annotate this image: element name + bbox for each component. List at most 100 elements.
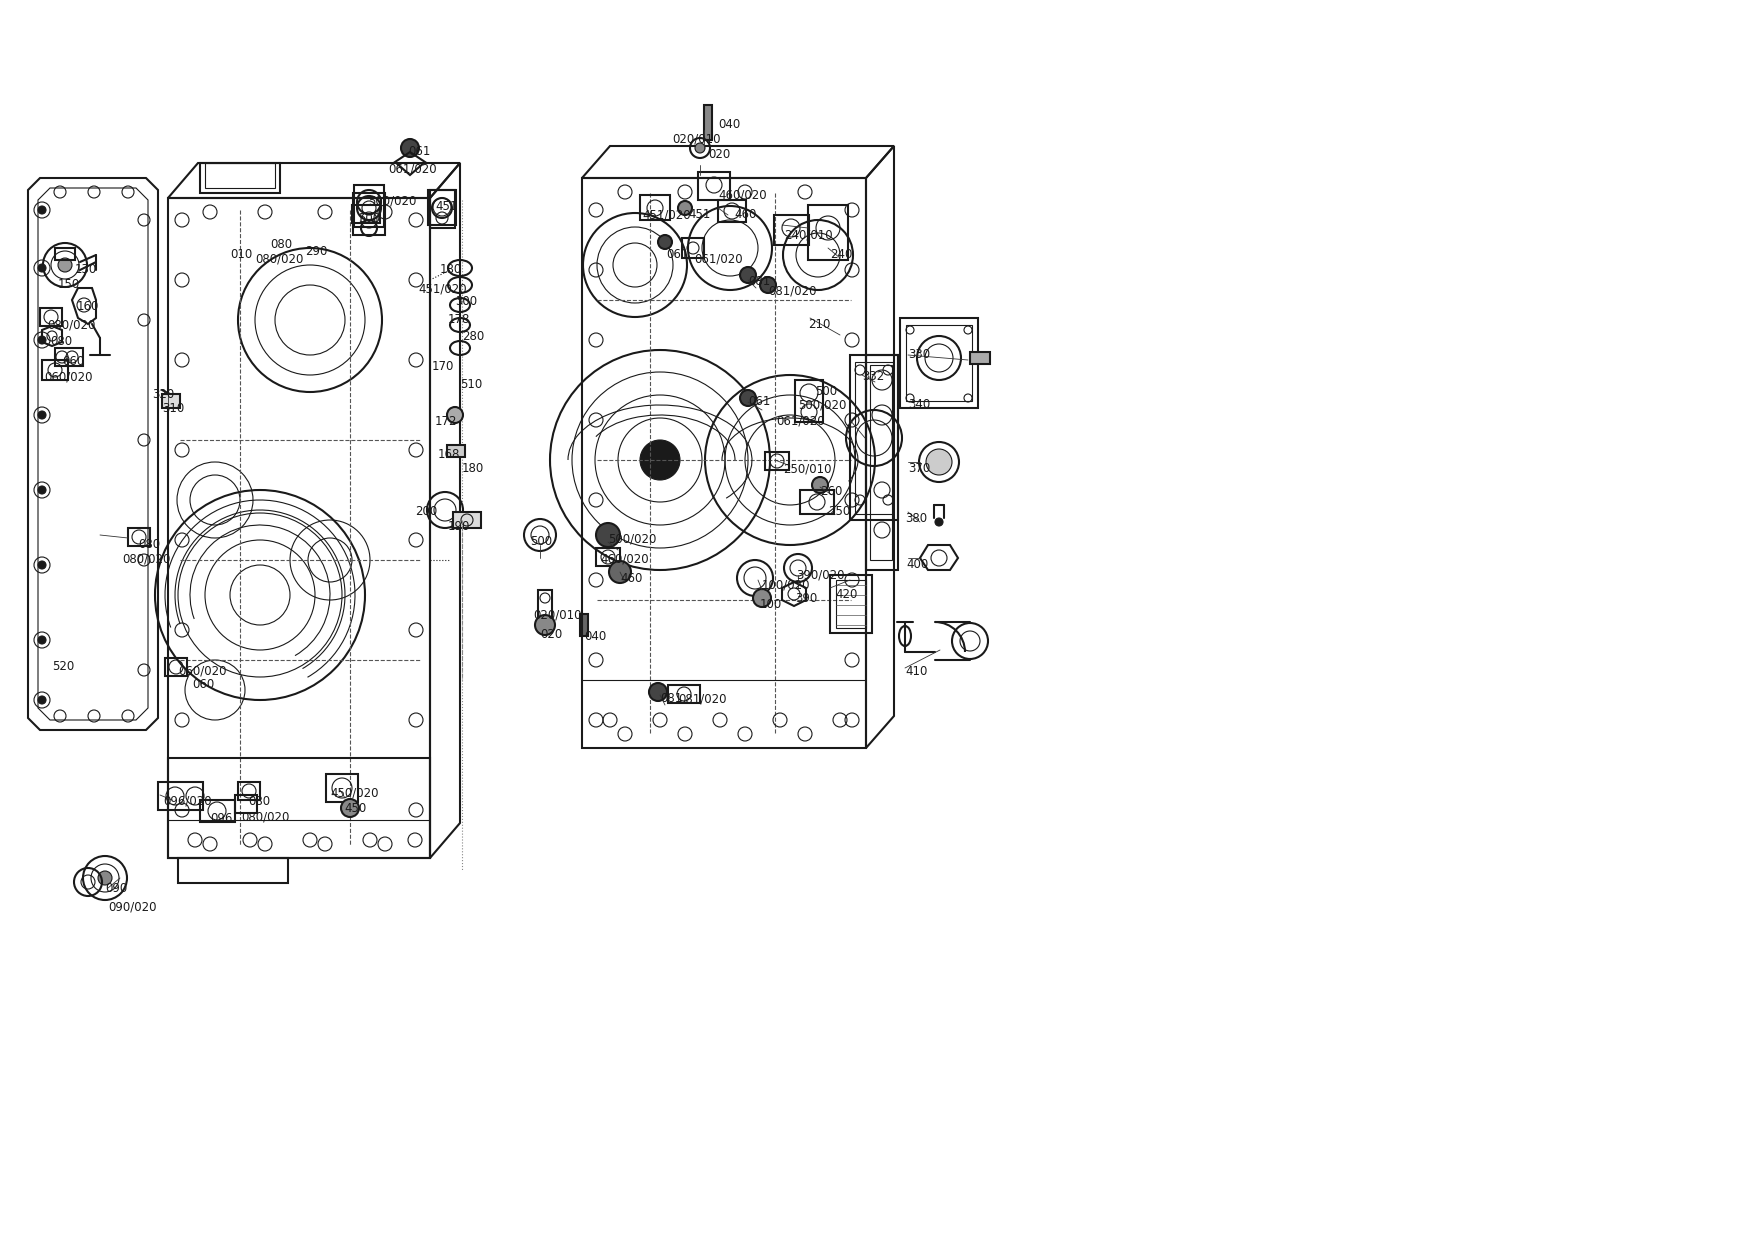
Text: 332: 332: [861, 370, 884, 383]
Text: 080/020: 080/020: [240, 810, 289, 823]
Bar: [581, 614, 588, 636]
Circle shape: [759, 277, 775, 293]
Text: 020/010: 020/010: [672, 131, 721, 145]
Circle shape: [39, 336, 46, 343]
Circle shape: [39, 560, 46, 569]
Circle shape: [609, 560, 631, 583]
Bar: [809, 205, 847, 260]
Text: 010: 010: [230, 248, 253, 260]
Text: 500: 500: [816, 384, 837, 398]
Text: 080: 080: [51, 335, 72, 348]
Text: 168: 168: [438, 448, 460, 461]
Text: 460/020: 460/020: [600, 552, 649, 565]
Bar: [765, 453, 789, 470]
Text: 420: 420: [835, 588, 858, 601]
Bar: [158, 782, 203, 810]
Bar: [830, 575, 872, 632]
Bar: [640, 195, 670, 219]
Text: 081: 081: [660, 692, 682, 706]
Text: 080: 080: [247, 795, 270, 808]
Text: 390/020: 390/020: [796, 568, 844, 582]
Text: 460: 460: [619, 572, 642, 585]
Bar: [161, 394, 181, 408]
Text: 451: 451: [435, 200, 458, 213]
Bar: [326, 774, 358, 802]
Text: 520: 520: [53, 660, 74, 673]
Text: 500: 500: [358, 212, 381, 224]
Circle shape: [679, 201, 693, 215]
Text: 280: 280: [461, 330, 484, 343]
Bar: [774, 215, 809, 246]
Text: 500/020: 500/020: [798, 398, 847, 410]
Bar: [854, 362, 893, 515]
Text: 040: 040: [584, 630, 607, 644]
Text: 240/010: 240/010: [784, 228, 833, 241]
Bar: [795, 379, 823, 422]
Text: 390: 390: [795, 591, 817, 605]
Bar: [900, 317, 979, 408]
Bar: [239, 782, 260, 800]
Circle shape: [695, 143, 705, 153]
Text: 200: 200: [416, 505, 437, 518]
Text: 260: 260: [821, 485, 842, 498]
Circle shape: [39, 486, 46, 494]
Text: 450: 450: [344, 802, 367, 815]
Bar: [851, 355, 898, 520]
Text: 081/020: 081/020: [679, 692, 726, 706]
Circle shape: [402, 139, 419, 157]
Circle shape: [740, 267, 756, 283]
Text: 060: 060: [191, 678, 214, 691]
Bar: [428, 190, 456, 224]
Text: 060: 060: [61, 355, 84, 368]
Bar: [538, 590, 553, 618]
Text: 100/020: 100/020: [761, 578, 810, 591]
Text: 096: 096: [210, 812, 232, 825]
Bar: [698, 172, 730, 200]
Text: 160: 160: [77, 300, 100, 312]
Text: 080/020: 080/020: [47, 317, 95, 331]
Bar: [235, 795, 258, 813]
Text: 460/020: 460/020: [717, 188, 766, 201]
Circle shape: [39, 696, 46, 704]
Text: 080/020: 080/020: [254, 253, 303, 267]
Text: 460: 460: [733, 208, 756, 221]
Text: 180: 180: [440, 263, 463, 277]
Circle shape: [752, 589, 772, 608]
Bar: [128, 528, 151, 546]
Text: 210: 210: [809, 317, 830, 331]
Circle shape: [39, 206, 46, 215]
Bar: [353, 193, 384, 236]
Bar: [54, 348, 82, 366]
Text: 080: 080: [139, 538, 160, 551]
Text: 130: 130: [75, 263, 96, 277]
Text: 400: 400: [907, 558, 928, 570]
Bar: [596, 548, 619, 565]
Text: 020/010: 020/010: [533, 608, 582, 621]
Text: 500/020: 500/020: [609, 532, 656, 546]
Bar: [970, 352, 989, 365]
Circle shape: [58, 258, 72, 272]
Bar: [447, 445, 465, 458]
Circle shape: [740, 391, 756, 405]
Text: 450/020: 450/020: [330, 787, 379, 800]
Text: 081/020: 081/020: [768, 285, 817, 298]
Text: 500/020: 500/020: [368, 195, 416, 208]
Text: 500: 500: [530, 534, 553, 548]
Circle shape: [812, 477, 828, 494]
Bar: [717, 200, 745, 222]
Circle shape: [39, 264, 46, 272]
Text: 061/020: 061/020: [695, 252, 742, 265]
Circle shape: [39, 410, 46, 419]
Text: 090: 090: [105, 882, 128, 895]
Text: 020: 020: [709, 148, 730, 161]
Text: 080: 080: [270, 238, 293, 250]
Circle shape: [649, 683, 667, 701]
Bar: [453, 512, 481, 528]
Bar: [668, 684, 700, 703]
Text: 061/020: 061/020: [388, 162, 437, 175]
Circle shape: [658, 236, 672, 249]
Circle shape: [535, 615, 554, 635]
Bar: [866, 355, 898, 570]
Bar: [870, 365, 893, 560]
Bar: [42, 360, 68, 379]
